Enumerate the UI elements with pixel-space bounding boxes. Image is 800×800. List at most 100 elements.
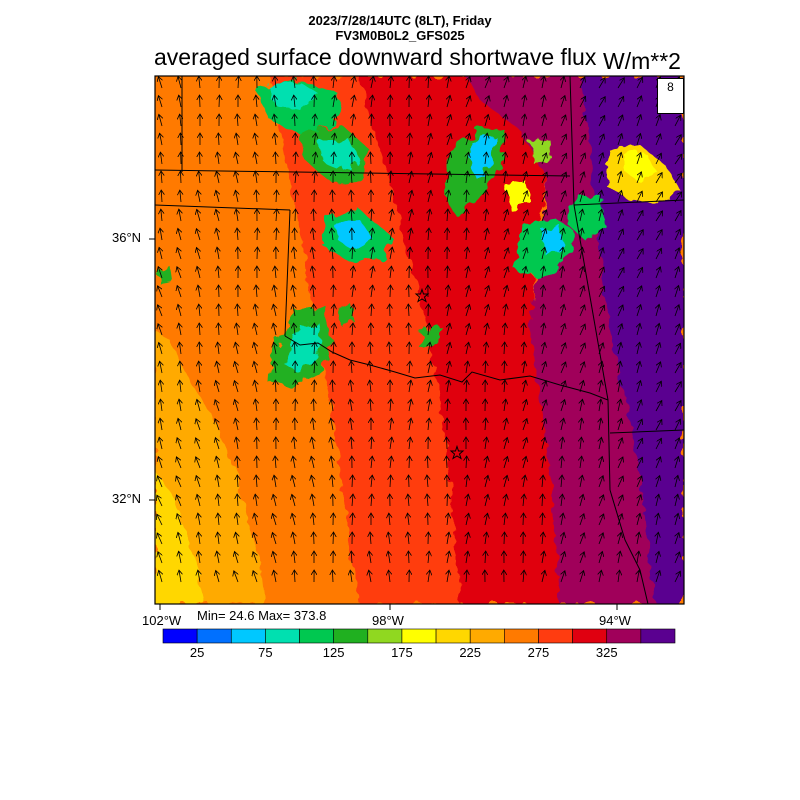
wind-arrow bbox=[504, 285, 507, 298]
wind-arrow bbox=[237, 494, 238, 507]
wind-arrow bbox=[219, 285, 220, 298]
wind-arrow bbox=[313, 228, 315, 241]
wind-arrow bbox=[523, 380, 526, 393]
wind-arrow bbox=[217, 551, 219, 564]
wind-arrow bbox=[523, 95, 525, 108]
wind-arrow bbox=[197, 209, 200, 222]
wind-arrow bbox=[276, 190, 277, 203]
wind-arrow bbox=[255, 152, 257, 165]
wind-arrow bbox=[599, 457, 602, 469]
wind-arrow bbox=[599, 190, 602, 203]
wind-arrow bbox=[275, 76, 276, 89]
wind-arrow bbox=[390, 171, 391, 184]
wind-arrow bbox=[637, 305, 641, 317]
wind-arrow bbox=[390, 266, 392, 279]
wind-arrow bbox=[390, 285, 391, 298]
wind-arrow bbox=[599, 399, 601, 412]
wind-arrow bbox=[580, 475, 582, 488]
wind-arrow bbox=[541, 400, 546, 412]
wind-arrow bbox=[656, 513, 658, 526]
wind-arrow bbox=[504, 229, 508, 241]
wind-arrow bbox=[523, 266, 526, 279]
wind-arrow bbox=[598, 495, 604, 507]
wind-arrow bbox=[447, 115, 451, 127]
wind-arrow bbox=[295, 152, 296, 165]
wind-arrow bbox=[542, 494, 543, 507]
wind-arrow bbox=[178, 228, 181, 241]
wind-arrow bbox=[196, 419, 200, 431]
wind-arrow bbox=[274, 285, 276, 298]
wind-arrow bbox=[273, 514, 277, 526]
wind-arrow bbox=[542, 229, 546, 241]
wind-arrow bbox=[599, 171, 602, 184]
wind-arrow bbox=[294, 342, 295, 355]
wind-arrow bbox=[236, 437, 238, 450]
colorbar-tick-label: 275 bbox=[527, 645, 550, 660]
wind-arrow bbox=[542, 570, 545, 583]
wind-arrow bbox=[198, 380, 200, 393]
wind-arrow bbox=[560, 115, 566, 127]
wind-arrow bbox=[176, 495, 182, 507]
wind-arrow bbox=[313, 418, 315, 431]
wind-arrow bbox=[389, 342, 390, 355]
wind-arrow bbox=[409, 171, 412, 184]
wind-arrow bbox=[312, 266, 314, 279]
wind-arrow bbox=[579, 552, 584, 564]
wind-arrow bbox=[599, 153, 603, 165]
wind-arrow bbox=[579, 324, 585, 336]
wind-arrow bbox=[256, 95, 257, 108]
wind-arrow bbox=[294, 323, 295, 336]
wind-arrow bbox=[390, 399, 391, 412]
wind-arrow bbox=[215, 400, 219, 412]
wind-arrow bbox=[370, 399, 371, 412]
wind-arrow bbox=[428, 190, 431, 203]
wind-arrow bbox=[352, 285, 354, 298]
wind-arrow bbox=[197, 494, 200, 507]
wind-arrow bbox=[636, 77, 642, 89]
wind-arrow bbox=[196, 476, 200, 488]
wind-arrow bbox=[428, 76, 429, 89]
wind-arrow bbox=[542, 76, 544, 89]
wind-arrow bbox=[560, 134, 566, 146]
wind-arrow bbox=[466, 551, 468, 564]
wind-arrow bbox=[197, 266, 200, 279]
wind-arrow bbox=[485, 532, 487, 545]
wind-arrow bbox=[196, 229, 200, 241]
wind-arrow bbox=[485, 171, 486, 184]
wind-arrow bbox=[332, 247, 333, 260]
wind-arrow bbox=[409, 437, 410, 450]
wind-arrow bbox=[198, 551, 200, 564]
wind-arrow bbox=[331, 418, 333, 431]
wind-arrow bbox=[314, 399, 315, 412]
wind-arrow bbox=[504, 171, 506, 184]
wind-arrow bbox=[447, 494, 448, 507]
wind-arrow bbox=[237, 456, 238, 469]
wind-arrow bbox=[292, 513, 295, 526]
wind-arrow bbox=[256, 475, 257, 488]
wind-arrow bbox=[371, 285, 373, 298]
wind-arrow bbox=[618, 570, 620, 583]
colorbar-swatch bbox=[333, 628, 369, 644]
reference-vector-box: 8 bbox=[657, 78, 684, 114]
wind-arrow bbox=[617, 229, 623, 241]
wind-arrow bbox=[273, 304, 276, 317]
wind-arrow bbox=[674, 419, 680, 431]
wind-arrow bbox=[235, 552, 239, 564]
wind-arrow bbox=[313, 513, 314, 526]
wind-arrow bbox=[218, 494, 219, 507]
wind-arrow bbox=[617, 438, 622, 450]
wind-arrow bbox=[350, 380, 352, 393]
lat-label-32n: 32°N bbox=[112, 491, 142, 506]
wind-arrow bbox=[504, 210, 508, 222]
colorbar-tick-label: 75 bbox=[258, 645, 273, 660]
wind-arrow bbox=[618, 532, 621, 545]
wind-arrow bbox=[674, 115, 681, 127]
wind-arrow bbox=[293, 76, 295, 89]
wind-arrow bbox=[236, 133, 238, 146]
wind-arrow bbox=[409, 361, 410, 374]
wind-arrow bbox=[598, 78, 605, 89]
wind-arrow bbox=[294, 247, 295, 260]
wind-arrow bbox=[561, 96, 565, 108]
wind-arrow bbox=[274, 342, 276, 355]
wind-arrow bbox=[674, 135, 681, 146]
